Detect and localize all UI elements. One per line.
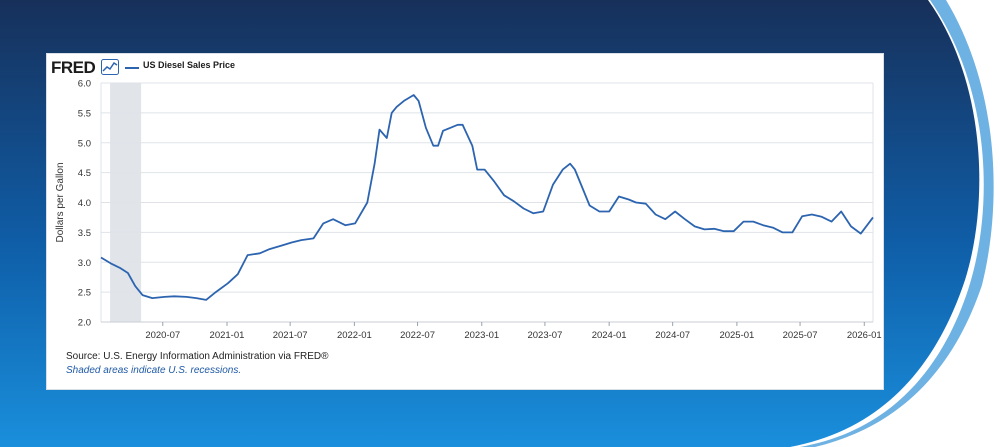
x-tick-label: 2024-01	[592, 330, 627, 341]
y-tick-label: 4.0	[78, 198, 91, 209]
y-tick-label: 5.0	[78, 138, 91, 149]
y-tick-label: 2.5	[78, 288, 91, 299]
chart-line-icon	[101, 59, 119, 75]
series-line	[100, 94, 874, 301]
x-tick-label: 2025-07	[783, 330, 818, 341]
y-tick-label: 4.5	[78, 168, 91, 179]
legend-swatch	[125, 67, 139, 69]
y-tick-label: 5.5	[78, 108, 91, 119]
recession-note: Shaded areas indicate U.S. recessions.	[66, 365, 242, 376]
y-tick-label: 2.0	[78, 318, 91, 329]
source-note: Source: U.S. Energy Information Administ…	[66, 351, 329, 362]
y-tick-label: 3.5	[78, 228, 91, 239]
y-tick-label: 6.0	[78, 79, 91, 90]
y-tick-label: 3.0	[78, 258, 91, 269]
x-tick-label: 2022-07	[400, 330, 435, 341]
fred-logo[interactable]: FRED	[51, 58, 96, 77]
x-tick-label: 2023-07	[527, 330, 562, 341]
x-tick-label: 2020-07	[145, 330, 180, 341]
x-tick-label: 2024-07	[655, 330, 690, 341]
chart-card: 2.0 2.5 3.0 3.5 4.0 4.5 5.0 5.5 6.0 2020-07 2021-0…	[46, 53, 884, 390]
x-tick-label: 2025-01	[719, 330, 754, 341]
x-tick-label: 2021-07	[273, 330, 308, 341]
x-tick-label: 2022-01	[337, 330, 372, 341]
y-axis-title: Dollars per Gallon	[55, 162, 66, 242]
legend-series-label: US Diesel Sales Price	[143, 60, 236, 70]
x-tick-label: 2023-01	[464, 330, 499, 341]
line-chart: 2.0 2.5 3.0 3.5 4.0 4.5 5.0 5.5 6.0 2020-07 2021-0…	[55, 79, 882, 342]
x-tick-label: 2026-01	[847, 330, 882, 341]
x-tick-label: 2021-01	[210, 330, 245, 341]
